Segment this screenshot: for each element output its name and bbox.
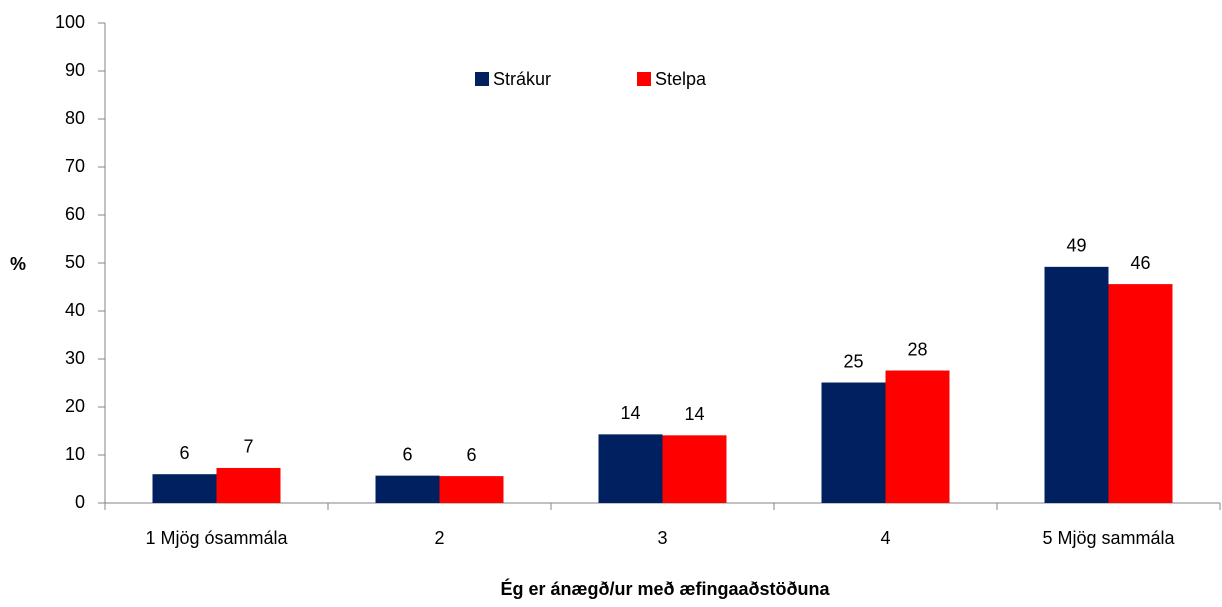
bar xyxy=(152,474,217,503)
y-tick-label: 80 xyxy=(65,108,85,128)
y-tick-label: 90 xyxy=(65,60,85,80)
x-tick-label: 2 xyxy=(434,528,444,548)
y-tick-label: 70 xyxy=(65,156,85,176)
y-tick-label: 20 xyxy=(65,396,85,416)
x-tick-label: 4 xyxy=(880,528,890,548)
y-tick-label: 40 xyxy=(65,300,85,320)
bar xyxy=(598,434,663,503)
legend-label: Strákur xyxy=(493,69,551,89)
y-axis-label: % xyxy=(10,254,26,274)
y-tick-label: 50 xyxy=(65,252,85,272)
value-label: 46 xyxy=(1130,253,1150,273)
value-label: 25 xyxy=(843,351,863,371)
y-tick-label: 10 xyxy=(65,444,85,464)
bar xyxy=(1044,266,1109,503)
y-tick-label: 60 xyxy=(65,204,85,224)
y-tick-label: 0 xyxy=(75,492,85,512)
x-tick-label: 5 Mjög sammála xyxy=(1042,528,1175,548)
value-label: 14 xyxy=(684,404,704,424)
value-label: 6 xyxy=(402,444,412,464)
value-label: 14 xyxy=(620,403,640,423)
x-axis-label: Ég er ánægð/ur með æfingaaðstöðuna xyxy=(500,578,830,599)
y-tick-label: 100 xyxy=(55,12,85,32)
value-label: 49 xyxy=(1066,236,1086,256)
value-label: 28 xyxy=(907,339,927,359)
x-tick-label: 1 Mjög ósammála xyxy=(145,528,288,548)
bar xyxy=(1108,284,1173,503)
legend-swatch xyxy=(475,72,489,86)
bar xyxy=(439,476,504,503)
bar xyxy=(662,435,727,503)
bar xyxy=(821,382,886,503)
y-tick-label: 30 xyxy=(65,348,85,368)
legend-swatch xyxy=(637,72,651,86)
legend-label: Stelpa xyxy=(655,69,707,89)
value-label: 6 xyxy=(179,443,189,463)
bar xyxy=(216,467,281,503)
x-tick-label: 3 xyxy=(657,528,667,548)
value-label: 6 xyxy=(466,445,476,465)
value-label: 7 xyxy=(243,437,253,457)
bar xyxy=(885,370,950,503)
bar xyxy=(375,475,440,503)
